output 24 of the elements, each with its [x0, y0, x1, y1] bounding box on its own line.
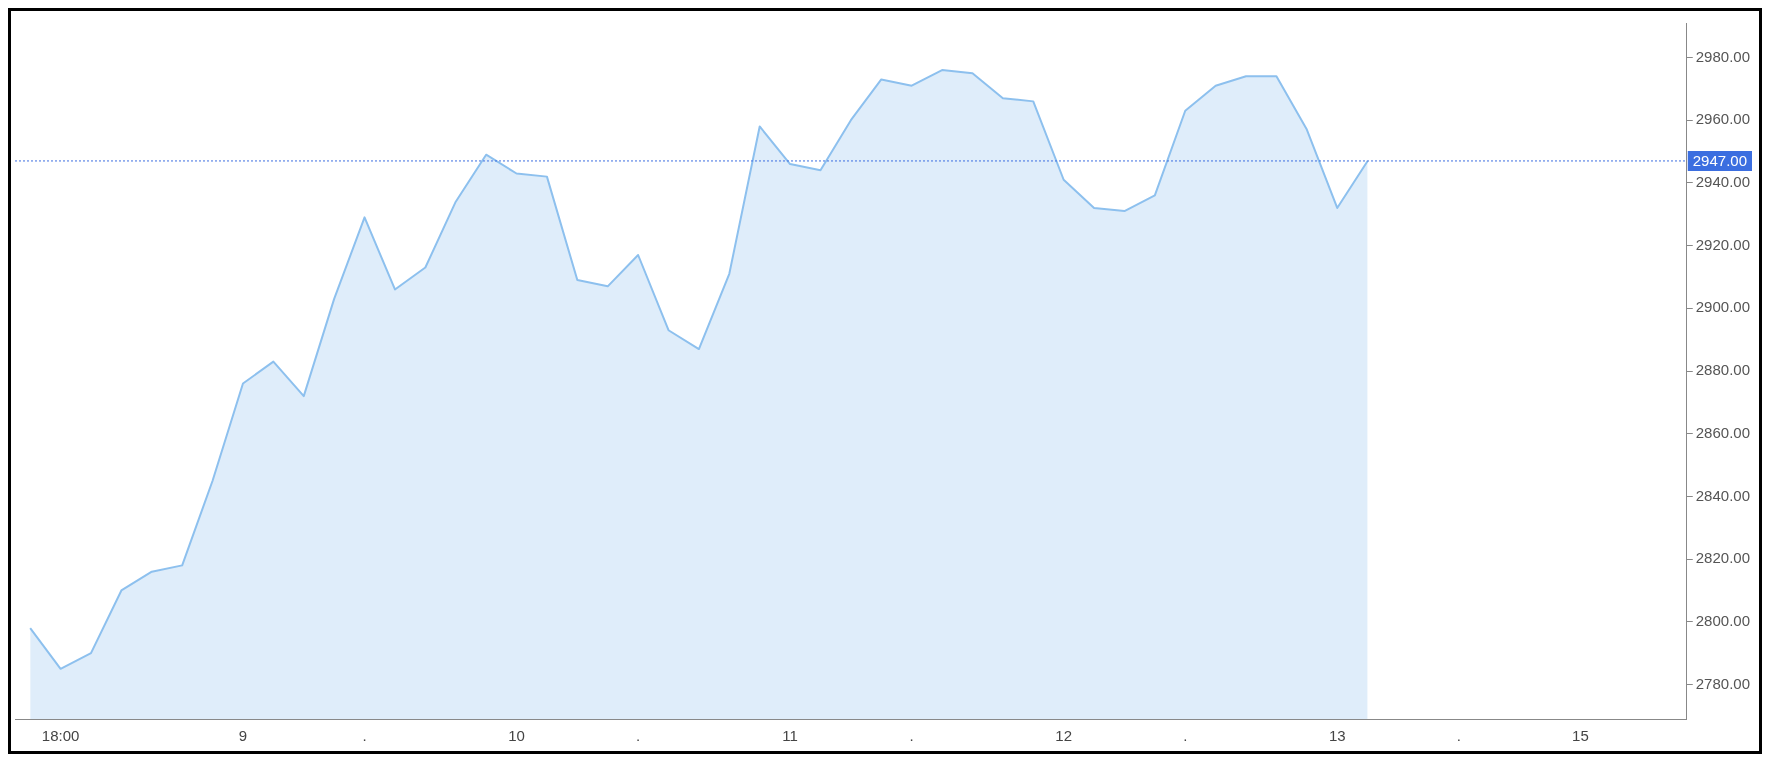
x-tick-label: 18:00 [41, 727, 80, 745]
x-tick-label: . [1183, 727, 1188, 745]
y-tick-label: 2980.00 [1695, 47, 1751, 65]
x-tick-label: 9 [238, 727, 248, 745]
x-tick-label: 12 [1055, 727, 1073, 745]
y-tick-label: 2900.00 [1695, 298, 1751, 316]
x-tick-label: 11 [782, 727, 798, 745]
y-tick-label: 2840.00 [1695, 486, 1751, 504]
y-tick-label: 2860.00 [1695, 423, 1751, 441]
x-tick-label: 10 [508, 727, 525, 745]
y-tick-label: 2960.00 [1695, 110, 1751, 128]
y-tick-label: 2880.00 [1695, 361, 1751, 379]
y-tick-label: 2820.00 [1695, 549, 1751, 567]
x-tick-label: . [362, 727, 367, 745]
y-tick-label: 2920.00 [1695, 235, 1751, 253]
x-tick-label: 15 [1572, 727, 1589, 745]
y-tick-label: 2940.00 [1695, 173, 1751, 191]
x-tick-label: . [1456, 727, 1461, 745]
x-tick-label: 13 [1328, 727, 1346, 745]
x-tick-label: . [909, 727, 914, 745]
y-tick-label: 2800.00 [1695, 611, 1751, 629]
y-tick-label: 2780.00 [1695, 674, 1751, 692]
x-tick-label: . [636, 727, 641, 745]
ref-line-label: 2947.00 [1692, 152, 1748, 170]
